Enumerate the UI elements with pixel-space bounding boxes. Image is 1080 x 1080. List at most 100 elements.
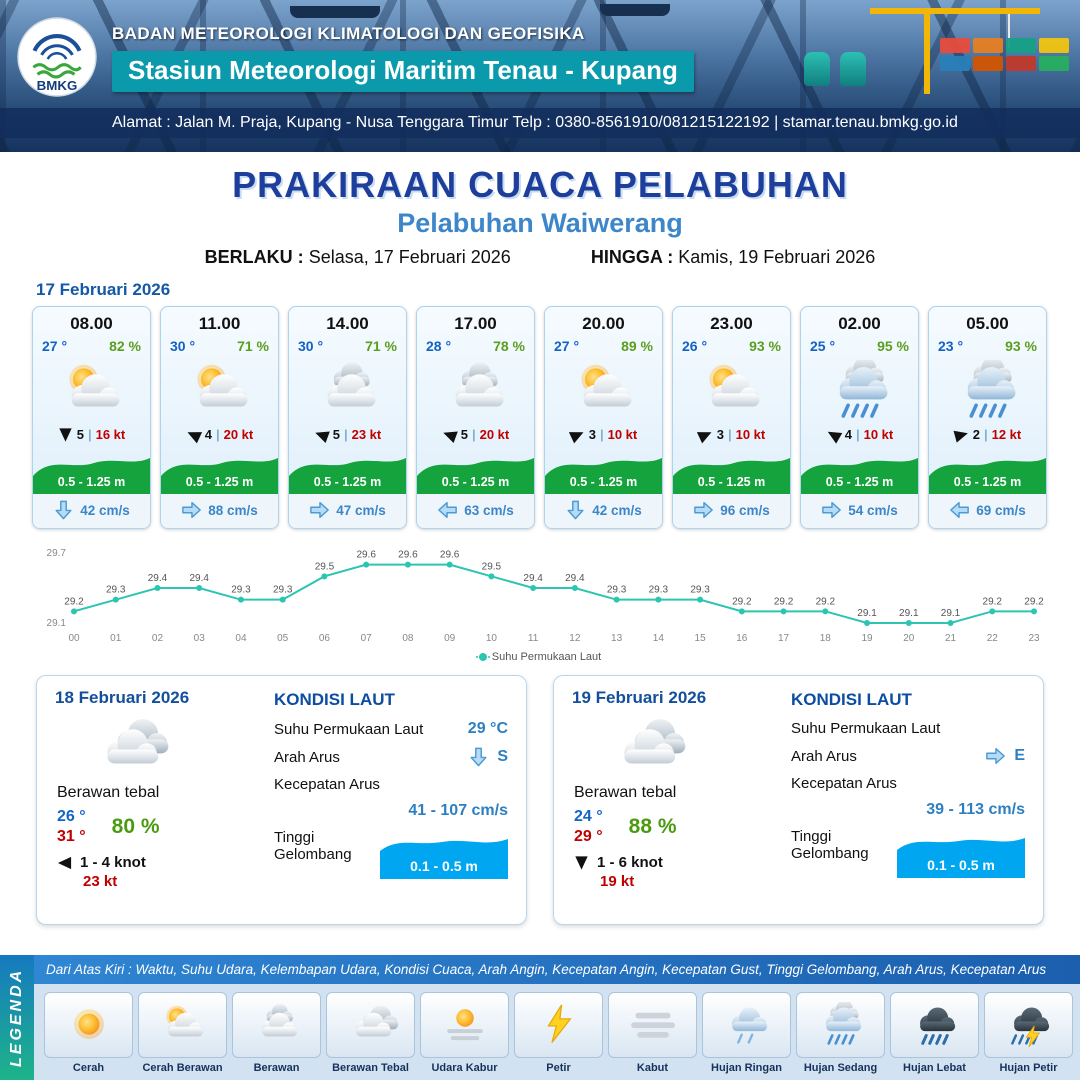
station-name: Stasiun Meteorologi Maritim Tenau - Kupa… <box>112 51 694 92</box>
legend-weather-icon <box>907 1002 963 1048</box>
current-direction-icon <box>55 500 72 520</box>
wave-height-band: 0.5 - 1.25 m <box>289 448 406 494</box>
svg-text:12: 12 <box>569 633 581 644</box>
hourly-date-label: 17 Februari 2026 <box>36 280 171 299</box>
legend-item-label: Petir <box>546 1062 571 1074</box>
bmkg-logo: BMKG <box>16 16 98 98</box>
daily-card: 19 Februari 2026 Berawan tebal 24 ° 29 °… <box>553 675 1044 925</box>
legend-item: Hujan Petir <box>984 992 1073 1074</box>
svg-text:08: 08 <box>402 633 414 644</box>
legend-icon-tile <box>514 992 603 1058</box>
validity-period: BERLAKU : Selasa, 17 Februari 2026 HINGG… <box>0 247 1080 268</box>
wind-range: 1 - 4 knot <box>80 854 146 871</box>
legend-icon-tile <box>608 992 697 1058</box>
time-label: 11.00 <box>198 314 241 333</box>
wind-row: 3 | 10 kt <box>673 424 790 448</box>
svg-text:29.2: 29.2 <box>983 596 1003 607</box>
svg-text:16: 16 <box>736 633 748 644</box>
current-speed: 54 cm/s <box>848 502 898 518</box>
wave-shape <box>289 458 406 494</box>
separator: | <box>87 427 92 442</box>
hourly-card: 23.00 26 ° 93 % 3 | 10 kt 0.5 - 1.25 m <box>672 306 791 529</box>
svg-text:18: 18 <box>820 633 832 644</box>
svg-text:29.6: 29.6 <box>398 550 418 561</box>
daily-weather-icon <box>598 714 694 780</box>
air-temperature: 25 ° <box>810 338 836 354</box>
legend-item: Berawan Tebal <box>326 992 415 1074</box>
svg-text:19: 19 <box>861 633 873 644</box>
valid-from-label: BERLAKU : <box>204 247 304 267</box>
svg-text:29.2: 29.2 <box>816 596 836 607</box>
sea-conditions: KONDISI LAUT Suhu Permukaan Laut Arah Ar… <box>791 688 1025 910</box>
legend-icon-tile <box>796 992 885 1058</box>
wind-row: 5 | 23 kt <box>289 424 406 448</box>
svg-text:07: 07 <box>361 633 373 644</box>
current-speed: 42 cm/s <box>80 502 130 518</box>
time-label: 20.00 <box>582 314 625 333</box>
hourly-card: 20.00 27 ° 89 % 3 | 10 kt 0.5 - 1.25 m <box>544 306 663 529</box>
page-title: PRAKIRAAN CUACA PELABUHAN <box>232 164 848 205</box>
wind-row: 2 | 12 kt <box>929 424 1046 448</box>
current-direction-text: E <box>1014 747 1025 764</box>
title-block: PRAKIRAAN CUACA PELABUHAN Pelabuhan Waiw… <box>0 164 1080 268</box>
svg-text:05: 05 <box>277 633 289 644</box>
legend-items: Cerah Cerah Berawan Berawan <box>34 984 1080 1080</box>
current-speed: 69 cm/s <box>976 502 1026 518</box>
svg-text:29.3: 29.3 <box>231 585 251 596</box>
svg-text:29.4: 29.4 <box>565 573 585 584</box>
legend-item: Hujan Ringan <box>702 992 791 1074</box>
legend-item: Petir <box>514 992 603 1074</box>
current-speed-value: 41 - 107 cm/s <box>408 802 508 819</box>
weather-icon <box>181 360 259 422</box>
daily-date: 19 Februari 2026 <box>572 688 707 707</box>
wave-height-band: 0.5 - 1.25 m <box>33 448 150 494</box>
time-label: 23.00 <box>710 314 753 333</box>
gust-speed: 20 kt <box>479 427 510 442</box>
gust-speed: 10 kt <box>607 427 638 442</box>
time-label: 08.00 <box>70 314 113 333</box>
humidity: 89 % <box>621 338 653 354</box>
wave-height: 0.5 - 1.25 m <box>57 475 126 489</box>
svg-text:14: 14 <box>653 633 665 644</box>
current-row: 47 cm/s <box>289 494 406 528</box>
svg-text:17: 17 <box>778 633 790 644</box>
legend-item: Kabut <box>608 992 697 1074</box>
hourly-card: 05.00 23 ° 93 % 2 | 12 kt 0.5 - 1.25 m <box>928 306 1047 529</box>
svg-text:06: 06 <box>319 633 331 644</box>
temp-min: 24 ° <box>574 808 603 825</box>
legend-weather-icon <box>73 1009 104 1039</box>
svg-text:29.1: 29.1 <box>941 608 961 619</box>
header: BMKG BADAN METEOROLOGI KLIMATOLOGI DAN G… <box>0 0 1080 152</box>
current-speed-label: Kecepatan Arus <box>274 776 380 793</box>
air-temperature: 27 ° <box>42 338 68 354</box>
svg-text:21: 21 <box>945 633 957 644</box>
weather-icon <box>309 360 387 422</box>
wave-height-value: 0.1 - 0.5 m <box>410 858 478 874</box>
svg-text:29.2: 29.2 <box>64 596 84 607</box>
gust-speed: 20 kt <box>223 427 254 442</box>
current-direction-label: Arah Arus <box>791 747 857 765</box>
svg-text:29.2: 29.2 <box>732 596 752 607</box>
wind-direction-icon <box>57 856 72 869</box>
svg-text:29.7: 29.7 <box>47 548 67 559</box>
wind-speed: 5 <box>332 427 340 442</box>
wind-direction-icon <box>59 427 72 442</box>
legend-weather-icon <box>813 1002 869 1048</box>
wave-shape <box>545 458 662 494</box>
agency-name: BADAN METEOROLOGI KLIMATOLOGI DAN GEOFIS… <box>112 24 585 43</box>
wave-height-band: 0.5 - 1.25 m <box>545 448 662 494</box>
svg-text:04: 04 <box>235 633 247 644</box>
separator: | <box>727 427 732 442</box>
wave-height-band: 0.5 - 1.25 m <box>801 448 918 494</box>
legend-weather-icon <box>1001 1002 1057 1048</box>
hourly-card: 02.00 25 ° 95 % 4 | 10 kt 0.5 - 1.25 m <box>800 306 919 529</box>
current-speed: 88 cm/s <box>208 502 258 518</box>
wave-shape <box>161 458 278 494</box>
legend-item: Berawan <box>232 992 321 1074</box>
legend-item: Cerah Berawan <box>138 992 227 1074</box>
humidity: 71 % <box>237 338 269 354</box>
daily-card: 18 Februari 2026 Berawan tebal 26 ° 31 °… <box>36 675 527 925</box>
sea-conditions-title: KONDISI LAUT <box>274 690 395 709</box>
bmkg-logo-text: BMKG <box>37 78 78 93</box>
